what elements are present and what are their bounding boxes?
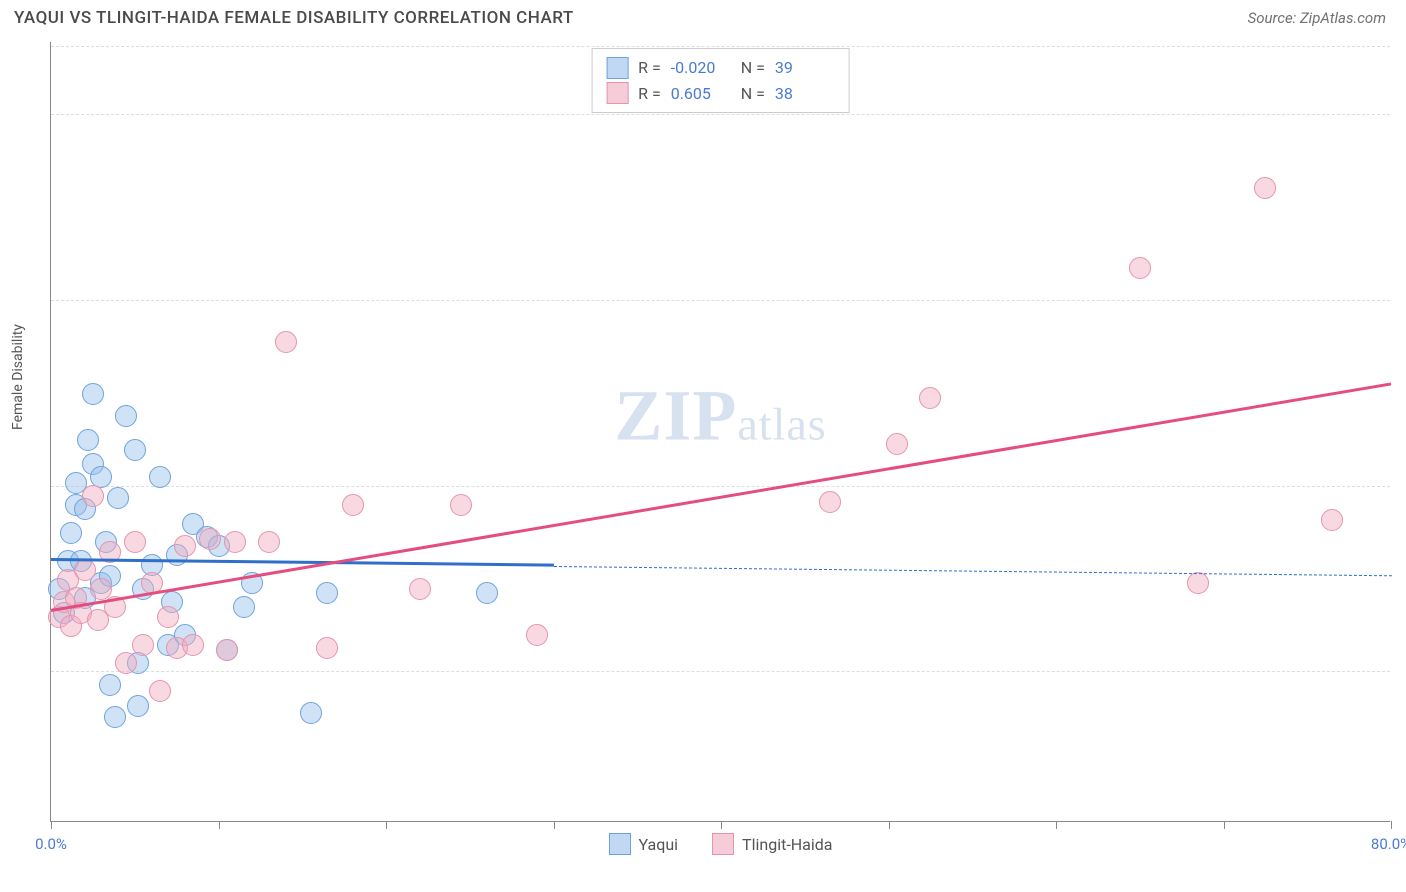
y-axis-label: Female Disability — [10, 324, 26, 430]
x-tick — [1056, 821, 1057, 829]
gridline — [51, 114, 1390, 115]
legend-swatch — [712, 833, 734, 855]
legend-series-label: Yaqui — [639, 835, 679, 854]
r-label: R = — [638, 55, 661, 81]
data-point — [127, 695, 149, 717]
data-point — [174, 535, 196, 557]
x-tick-label: 80.0% — [1371, 835, 1406, 853]
chart-header: YAQUI VS TLINGIT-HAIDA FEMALE DISABILITY… — [0, 0, 1406, 34]
legend-stats-row: R = -0.020 N = 39 — [606, 55, 835, 81]
scatter-chart: ZIPatlas R =-0.020N =39R =0.605N =38 Yaq… — [50, 42, 1390, 822]
data-point — [107, 487, 129, 509]
data-point — [526, 624, 548, 646]
data-point — [149, 680, 171, 702]
legend-series: Yaqui Tlingit-Haida — [609, 833, 833, 855]
n-value: 39 — [775, 55, 835, 81]
data-point — [476, 582, 498, 604]
x-tick — [386, 821, 387, 829]
x-tick — [1224, 821, 1225, 829]
data-point — [224, 531, 246, 553]
chart-source: Source: ZipAtlas.com — [1248, 9, 1386, 27]
data-point — [157, 606, 179, 628]
data-point — [1129, 257, 1151, 279]
legend-series-item: Tlingit-Haida — [712, 833, 832, 855]
data-point — [316, 582, 338, 604]
data-point — [919, 387, 941, 409]
x-tick-label: 0.0% — [35, 835, 67, 853]
data-point — [149, 466, 171, 488]
data-point — [275, 331, 297, 353]
data-point — [82, 383, 104, 405]
n-value: 38 — [775, 81, 835, 107]
data-point — [77, 429, 99, 451]
data-point — [316, 637, 338, 659]
data-point — [82, 485, 104, 507]
data-point — [409, 578, 431, 600]
x-tick — [1391, 821, 1392, 829]
legend-series-label: Tlingit-Haida — [742, 835, 832, 854]
data-point — [60, 522, 82, 544]
legend-stats: R = -0.020 N = 39 R = 0.605 N = 38 — [591, 48, 850, 113]
gridline — [51, 486, 1390, 487]
data-point — [199, 528, 221, 550]
legend-swatch — [609, 833, 631, 855]
data-point — [124, 439, 146, 461]
x-tick — [721, 821, 722, 829]
x-tick — [554, 821, 555, 829]
data-point — [258, 531, 280, 553]
data-point — [450, 494, 472, 516]
chart-title: YAQUI VS TLINGIT-HAIDA FEMALE DISABILITY… — [14, 8, 574, 28]
legend-swatch — [606, 57, 628, 79]
data-point — [115, 652, 137, 674]
watermark: ZIPatlas — [614, 374, 826, 457]
data-point — [819, 491, 841, 513]
n-label: N = — [741, 81, 765, 107]
data-point — [1254, 177, 1276, 199]
data-point — [182, 634, 204, 656]
data-point — [886, 433, 908, 455]
x-tick — [889, 821, 890, 829]
data-point — [342, 494, 364, 516]
trend-line — [51, 558, 554, 567]
legend-swatch — [606, 82, 628, 104]
data-point — [1321, 509, 1343, 531]
data-point — [115, 405, 137, 427]
x-tick — [219, 821, 220, 829]
gridline — [51, 300, 1390, 301]
r-label: R = — [638, 81, 661, 107]
data-point — [300, 702, 322, 724]
data-point — [104, 706, 126, 728]
data-point — [99, 674, 121, 696]
data-point — [216, 639, 238, 661]
data-point — [124, 531, 146, 553]
trend-line-extrapolated — [553, 566, 1391, 576]
data-point — [233, 596, 255, 618]
gridline — [51, 671, 1390, 672]
legend-stats-row: R = 0.605 N = 38 — [606, 81, 835, 107]
gridline — [51, 46, 1390, 47]
legend-series-item: Yaqui — [609, 833, 679, 855]
r-value: 0.605 — [671, 81, 731, 107]
data-point — [74, 559, 96, 581]
x-tick — [51, 821, 52, 829]
r-value: -0.020 — [671, 55, 731, 81]
data-point — [1187, 572, 1209, 594]
data-point — [132, 634, 154, 656]
n-label: N = — [741, 55, 765, 81]
